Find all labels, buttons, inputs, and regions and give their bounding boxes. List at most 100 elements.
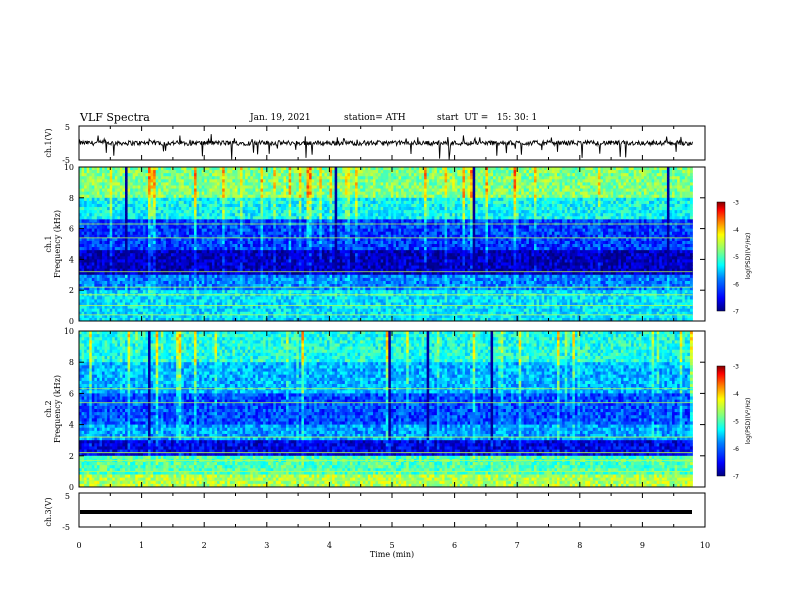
spectrogram-cell [166,173,169,176]
spectrogram-cell [452,179,455,182]
spectrogram-cell [659,167,662,170]
spectrogram-cell [667,167,670,170]
spectrogram-cell [445,179,448,182]
spectrogram-cell [475,189,478,192]
spectrogram-cell [158,170,161,173]
spectrogram-cell [659,192,662,195]
spectrogram-cell [519,192,522,195]
spectrogram-cell [468,170,471,173]
spectrogram-cell [99,176,102,179]
spectrogram-cell [636,176,639,179]
spectrogram-cell [337,179,340,182]
spectrogram-cell [659,173,662,176]
spectrogram-cell [102,179,105,182]
spectrogram-cell [580,176,583,179]
spectrogram-cell [278,167,281,170]
spectrogram-cell [186,198,189,201]
spectrogram-cell [84,189,87,192]
spectrogram-cell [204,189,207,192]
spectrogram-cell [87,167,90,170]
spectrogram-cell [432,179,435,182]
spectrogram-cell [105,167,108,170]
spectrogram-cell [278,185,281,188]
spectrogram-cell [572,182,575,185]
spectrogram-cell [128,176,131,179]
spectrogram-cell [115,167,118,170]
spectrogram-cell [521,195,524,198]
spectrogram-cell [577,173,580,176]
spectrogram-cell [209,195,212,198]
spectrogram-cell [286,195,289,198]
spectrogram-cell [560,170,563,173]
spectrogram-cell [439,173,442,176]
spectrogram-cell [529,179,532,182]
spectrogram-cell [483,182,486,185]
spectrogram-cell [204,182,207,185]
spectrogram-cell [214,198,217,201]
spectrogram-cell [283,195,286,198]
spectrogram-cell [473,195,476,198]
spectrogram-cell [355,167,358,170]
spectrogram-cell [496,170,499,173]
spectrogram-cell [552,173,555,176]
spectrogram-cell [225,167,228,170]
spectrogram-cell [585,195,588,198]
spectrogram-cell [176,185,179,188]
spectrogram-cell [450,185,453,188]
spectrogram-cell [327,189,330,192]
spectrogram-cell [365,185,368,188]
spectrogram-cell [416,192,419,195]
spectrogram-cell [332,198,335,201]
spectrogram-cell [337,185,340,188]
spectrogram-cell [588,176,591,179]
spectrogram-cell [493,173,496,176]
spectrogram-cell [414,170,417,173]
spectrogram-cell [301,176,304,179]
spectrogram-cell [289,198,292,201]
spectrogram-cell [230,185,233,188]
spectrogram-cell [286,185,289,188]
spectrogram-cell [312,189,315,192]
spectrogram-cell [130,167,133,170]
spectrogram-cell [639,179,642,182]
spectrogram-cell [588,179,591,182]
spectrogram-cell [314,176,317,179]
spectrogram-cell [659,189,662,192]
spectrogram-cell [572,195,575,198]
spectrogram-cell [92,189,95,192]
spectrogram-cell [616,192,619,195]
spectrogram-cell [427,176,430,179]
spectrogram-cell [457,170,460,173]
spectrogram-cell [278,179,281,182]
spectrogram-cell [598,179,601,182]
spectrogram-cell [654,167,657,170]
spectrogram-cell [174,173,177,176]
spectrogram-cell [363,167,366,170]
spectrogram-cell [240,173,243,176]
spectrogram-cell [220,170,223,173]
spectrogram-cell [102,195,105,198]
spectrogram-cell [483,189,486,192]
spectrogram-cell [419,195,422,198]
spectrogram-cell [176,195,179,198]
spectrogram-cell [135,182,138,185]
spectrogram-cell [281,198,284,201]
spectrogram-cell [314,195,317,198]
spectrogram-cell [608,192,611,195]
spectrogram-cell [608,170,611,173]
spectrogram-cell [248,176,251,179]
spectrogram-cell [539,185,542,188]
spectrogram-cell [646,179,649,182]
spectrogram-cell [664,185,667,188]
spectrogram-cell [537,176,540,179]
spectrogram-cell [498,189,501,192]
panel-ch1-waveform: 5 -5 ch.1(V) [44,123,705,165]
spectrogram-cell [148,170,151,173]
spectrogram-cell [475,198,478,201]
spectrogram-cell [253,176,256,179]
spectrogram-cell [217,176,220,179]
spectrogram-cell [197,189,200,192]
spectrogram-cell [376,173,379,176]
spectrogram-cell [309,179,312,182]
spectrogram-cell [207,198,210,201]
